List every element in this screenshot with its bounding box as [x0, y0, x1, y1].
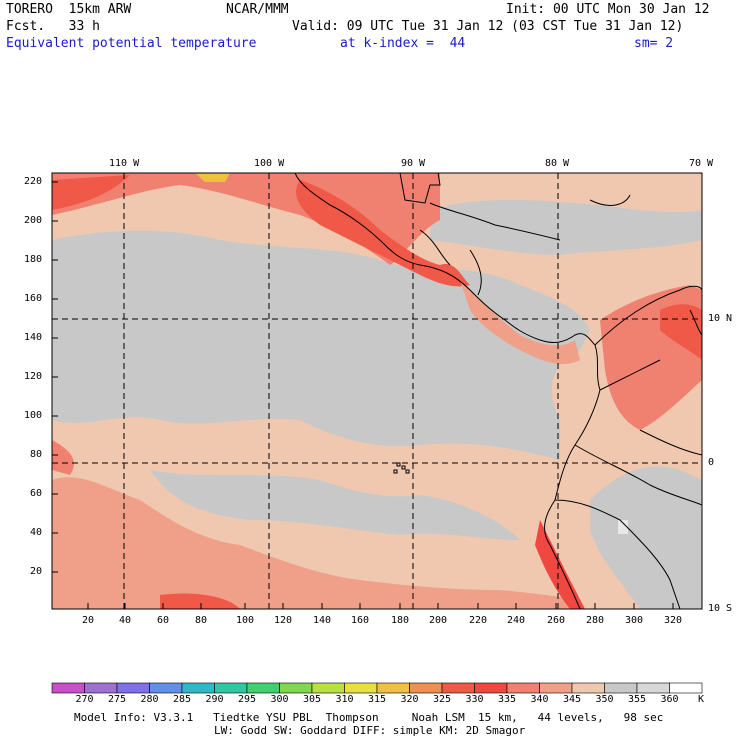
y-tick-label: 120 [24, 371, 43, 382]
colorbar-swatch [246, 682, 280, 694]
y-tick-label: 200 [24, 215, 43, 226]
model-info-line1: Model Info: V3.3.1 Tiedtke YSU PBL Thomp… [74, 711, 664, 724]
x-tick-label: 60 [157, 615, 170, 626]
y-tick-label: 20 [30, 566, 43, 577]
colorbar-swatch [84, 682, 118, 694]
model-info-line2: LW: Godd SW: Goddard DIFF: simple KM: 2D… [214, 724, 526, 737]
axis-ticks [52, 181, 674, 609]
x-tick-label: 180 [391, 615, 410, 626]
colorbar-swatch [279, 682, 313, 694]
lat-label-10n: 10 N [708, 313, 733, 324]
colorbar-label: 315 [368, 694, 387, 705]
x-tick-label: 240 [507, 615, 526, 626]
y-tick-label: 220 [24, 176, 43, 187]
x-tick-label: 260 [547, 615, 566, 626]
x-tick-label: 100 [236, 615, 255, 626]
colorbar-label: 320 [400, 694, 419, 705]
lon-label-80w: 80 W [545, 158, 570, 169]
colorbar-swatch [506, 682, 540, 694]
x-tick-label: 320 [664, 615, 683, 626]
x-tick-label: 80 [195, 615, 208, 626]
x-tick-label: 120 [274, 615, 293, 626]
init-time: Init: 00 UTC Mon 30 Jan 12 [506, 2, 710, 17]
colorbar-swatch [376, 682, 410, 694]
organization: NCAR/MMM [226, 2, 289, 17]
colorbar-swatch [604, 682, 638, 694]
colorbar-label: 335 [498, 694, 517, 705]
colorbar-label: 295 [238, 694, 257, 705]
y-tick-label: 180 [24, 254, 43, 265]
colorbar-swatch [571, 682, 605, 694]
model-name: TORERO 15km ARW [6, 2, 132, 17]
colorbar-swatch [636, 682, 670, 694]
x-tick-label: 280 [586, 615, 605, 626]
colorbar-label: 360 [660, 694, 679, 705]
colorbar-label: 280 [140, 694, 159, 705]
x-tick-label: 160 [351, 615, 370, 626]
colorbar-label: 270 [75, 694, 94, 705]
colorbar-label: 350 [595, 694, 614, 705]
colorbar-swatch [409, 682, 443, 694]
y-tick-label: 60 [30, 488, 43, 499]
colorbar-label: 285 [173, 694, 192, 705]
level-index: at k-index = 44 [340, 36, 466, 51]
colorbar-label: 355 [628, 694, 647, 705]
colorbar-swatch [149, 682, 183, 694]
colorbar [51, 682, 703, 694]
coastlines [294, 173, 702, 609]
y-tick-label: 100 [24, 410, 43, 421]
colorbar-swatch [474, 682, 508, 694]
colorbar-swatch [51, 682, 85, 694]
colorbar-swatch [669, 682, 703, 694]
colorbar-label: 300 [270, 694, 289, 705]
x-tick-label: 140 [313, 615, 332, 626]
lon-label-90w: 90 W [401, 158, 426, 169]
colorbar-label: 325 [433, 694, 452, 705]
y-tick-label: 40 [30, 527, 43, 538]
colorbar-unit: K [698, 694, 705, 705]
lat-label-0: 0 [708, 457, 715, 468]
colorbar-label: 345 [563, 694, 582, 705]
colorbar-swatch [214, 682, 248, 694]
x-tick-label: 300 [625, 615, 644, 626]
field-name: Equivalent potential temperature [6, 36, 257, 51]
lon-label-100w: 100 W [254, 158, 285, 169]
colorbar-swatch [181, 682, 215, 694]
colorbar-label: 340 [530, 694, 549, 705]
colorbar-label: 275 [108, 694, 127, 705]
colorbar-label: 290 [205, 694, 224, 705]
y-tick-label: 140 [24, 332, 43, 343]
colorbar-swatch [539, 682, 573, 694]
colorbar-label: 330 [465, 694, 484, 705]
colorbar-swatch [311, 682, 345, 694]
y-tick-label: 80 [30, 449, 43, 460]
colorbar-label: 305 [303, 694, 322, 705]
smoothing: sm= 2 [634, 36, 674, 51]
lon-label-110w: 110 W [109, 158, 140, 169]
x-tick-label: 220 [469, 615, 488, 626]
lat-label-10s: 10 S [708, 603, 733, 614]
valid-time: Valid: 09 UTC Tue 31 Jan 12 (03 CST Tue … [292, 19, 684, 34]
theta-e-map [51, 172, 703, 610]
y-tick-label: 160 [24, 293, 43, 304]
colorbar-swatch [441, 682, 475, 694]
x-tick-label: 40 [119, 615, 132, 626]
x-tick-label: 20 [82, 615, 95, 626]
field-shading [52, 173, 702, 609]
colorbar-label: 310 [335, 694, 354, 705]
colorbar-swatch [116, 682, 150, 694]
colorbar-labels: 270 275 280 285 290 295 300 305 310 315 320 325 330 3… [0, 694, 740, 708]
colorbar-swatch [344, 682, 378, 694]
map-frame [51, 172, 703, 610]
latlon-grid [52, 173, 702, 609]
forecast-hour: Fcst. 33 h [6, 19, 100, 34]
x-tick-label: 200 [429, 615, 448, 626]
lon-label-70w: 70 W [689, 158, 714, 169]
